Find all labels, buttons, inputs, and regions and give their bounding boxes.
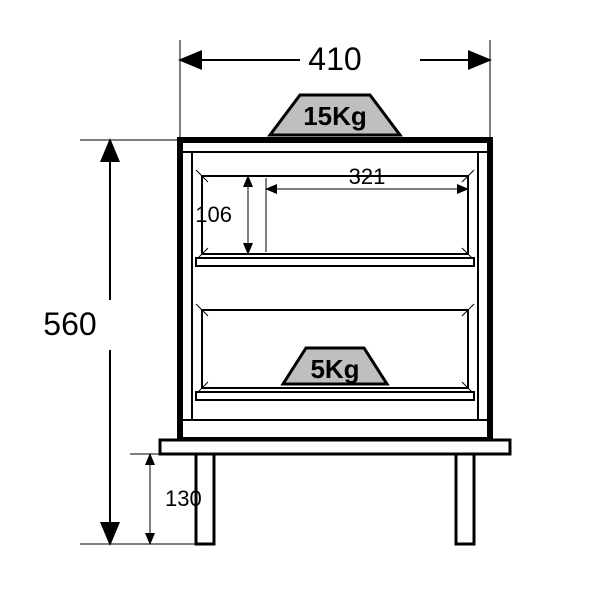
leg-right [456, 454, 474, 544]
dim-leg-height-value: 130 [165, 486, 202, 511]
load-drawer-value: 5Kg [310, 354, 359, 384]
load-drawer: 5Kg [283, 348, 387, 384]
drawer-2: 5Kg [196, 304, 474, 400]
drawer-1: 321 106 [195, 164, 474, 266]
dim-drawer-width: 321 [266, 164, 468, 252]
dim-drawer-height-value: 106 [195, 202, 232, 227]
dim-overall-height: 560 [43, 140, 196, 544]
dim-overall-width-value: 410 [308, 41, 361, 77]
dim-overall-height-value: 560 [43, 306, 96, 342]
base-rail [160, 440, 510, 454]
load-top: 15Kg [270, 95, 400, 135]
furniture-dimension-diagram: 410 15Kg 321 106 [0, 0, 600, 600]
dim-drawer-width-value: 321 [349, 164, 386, 189]
load-top-value: 15Kg [303, 101, 367, 131]
dim-leg-height: 130 [130, 454, 202, 544]
dim-drawer-height: 106 [195, 176, 248, 254]
